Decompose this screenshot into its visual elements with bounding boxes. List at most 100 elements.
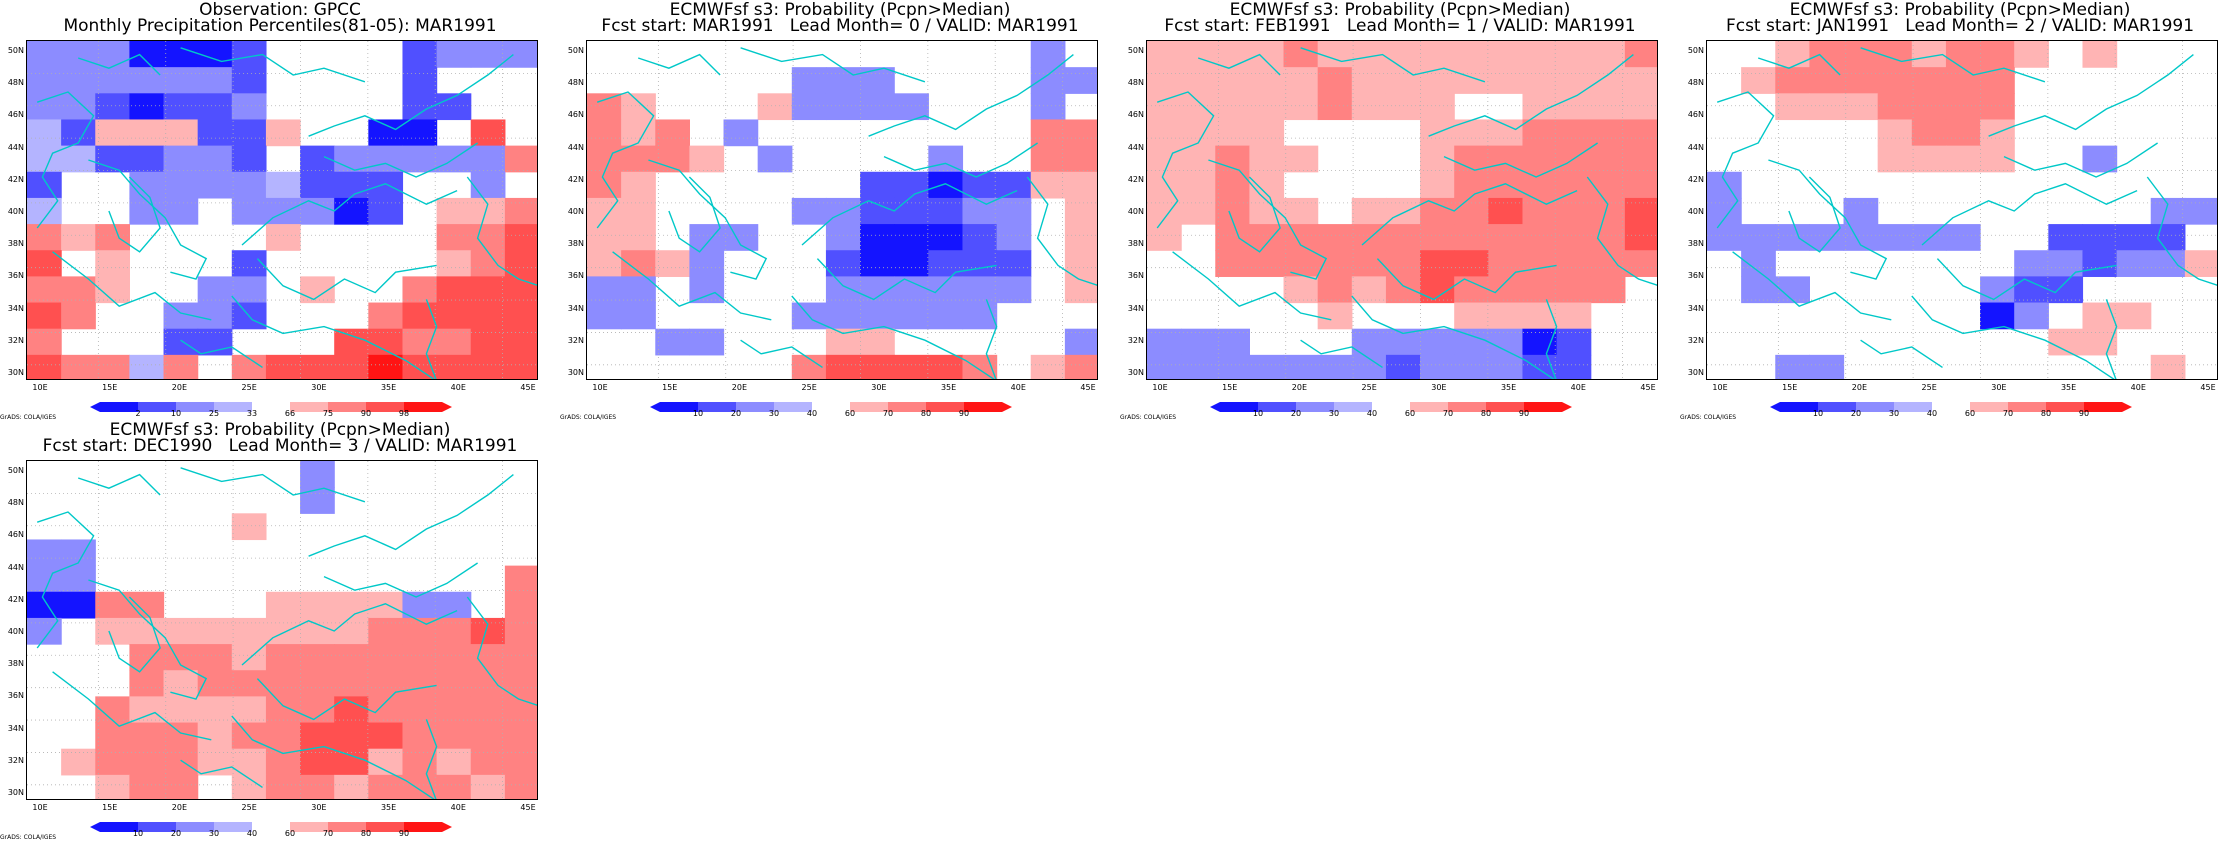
- colorbar-label: 60: [1964, 409, 1976, 418]
- grid-cell: [962, 224, 998, 251]
- grid-cell: [2184, 250, 2217, 277]
- grid-cell: [61, 748, 96, 776]
- grid-cell: [197, 722, 233, 750]
- grid-cell: [860, 302, 895, 330]
- lat-tick-label: 44N: [1127, 142, 1144, 152]
- grid-cell: [2116, 302, 2152, 330]
- grid-cell: [1147, 328, 1182, 356]
- grid-cell: [470, 145, 506, 173]
- grid-cell: [334, 722, 369, 750]
- grid-cell: [1454, 119, 1489, 147]
- colorbar-segment: [176, 822, 214, 832]
- grid-cell: [621, 224, 656, 251]
- grid-cell: [1741, 250, 1776, 277]
- grid-cell: [61, 302, 96, 330]
- grid-cell: [860, 224, 895, 251]
- grid-cell: [402, 67, 438, 94]
- grid-cell: [300, 644, 335, 671]
- colorbar-label: 20: [170, 829, 182, 838]
- grid-cell: [436, 250, 472, 277]
- grads-credit: GrADS: COLA/IGES: [560, 414, 617, 421]
- colorbar-segment: [214, 402, 252, 412]
- lon-tick-label: 40E: [2130, 383, 2146, 392]
- grid-cell: [1283, 224, 1319, 251]
- grid-cell: [2082, 145, 2118, 173]
- grid-cell: [1064, 145, 1097, 173]
- lat-tick-label: 32N: [1687, 335, 1704, 345]
- grid-cell: [402, 145, 438, 173]
- coastline: [2003, 142, 2158, 178]
- grid-cell: [860, 328, 895, 356]
- grid-cell: [436, 748, 472, 776]
- colorbar-label: 66: [284, 409, 296, 418]
- grid-cell: [231, 250, 267, 277]
- grid-cell: [61, 41, 96, 68]
- grid-cell: [1522, 302, 1558, 330]
- colorbar-segment: [404, 402, 442, 412]
- coastline: [1228, 176, 1281, 253]
- coastline: [1376, 258, 1557, 301]
- grid-cell: [163, 774, 199, 799]
- colorbar-label: 30: [768, 409, 780, 418]
- grid-cell: [1249, 41, 1285, 68]
- grid-cell: [436, 276, 472, 304]
- grid-cell: [1707, 224, 1742, 251]
- lat-tick-label: 48N: [567, 78, 584, 88]
- grid-cell: [996, 224, 1032, 251]
- grid-cell: [1283, 250, 1319, 277]
- coastline: [88, 159, 208, 280]
- grid-cell: [470, 171, 506, 199]
- grid-cell: [1590, 250, 1626, 277]
- lat-tick-label: 48N: [1687, 78, 1704, 88]
- lon-tick-label: 35E: [380, 803, 397, 812]
- colorbar-label: 40: [1926, 409, 1938, 418]
- grid-cell: [231, 93, 267, 121]
- grid-cell: [791, 67, 827, 94]
- grads-credit: GrADS: COLA/IGES: [1120, 414, 1177, 421]
- grid-cell: [757, 93, 793, 121]
- grid-cell: [1283, 93, 1319, 121]
- grid-cell: [504, 565, 537, 593]
- grid-cell: [95, 774, 130, 799]
- grid-cell: [504, 748, 537, 776]
- colorbar-arrow-right: [1002, 402, 1012, 412]
- coastline: [256, 258, 437, 301]
- grid-cell: [470, 119, 506, 147]
- lat-tick-label: 32N: [7, 335, 24, 345]
- lat-tick-label: 38N: [1687, 239, 1704, 249]
- grid-cell: [231, 276, 267, 304]
- grid-cell: [197, 145, 233, 173]
- grid-cell: [436, 644, 472, 671]
- grid-cell: [129, 354, 165, 379]
- grid-cell: [1590, 171, 1626, 199]
- grid-cell: [334, 197, 369, 225]
- lat-tick-label: 40N: [1687, 207, 1704, 216]
- grid-cell: [368, 302, 404, 330]
- grid-cell: [1556, 224, 1592, 251]
- grid-cell: [928, 302, 964, 330]
- colorbar-segment: [812, 402, 850, 412]
- grid-cell: [1249, 354, 1285, 379]
- coastline: [466, 176, 537, 286]
- grid-cell: [470, 644, 506, 671]
- grid-cell: [1283, 354, 1319, 379]
- colorbar-segment: [366, 822, 404, 832]
- colorbar-segment: [1524, 402, 1562, 412]
- lat-tick-label: 46N: [1687, 110, 1704, 120]
- colorbar-segment: [138, 822, 176, 832]
- grid-cell: [1181, 145, 1216, 173]
- grid-cell: [163, 696, 199, 724]
- grid-cell: [2116, 224, 2152, 251]
- lon-tick-label: 15E: [1222, 383, 1238, 392]
- lon-tick-label: 10E: [32, 803, 48, 812]
- map-frame: [1706, 40, 2218, 380]
- grid-cell: [436, 224, 472, 251]
- grid-cell: [757, 145, 793, 173]
- colorbar-label: 33: [246, 409, 258, 418]
- grid-cell: [300, 276, 335, 304]
- grid-cell: [470, 41, 506, 68]
- grid-cell: [1590, 41, 1626, 68]
- grid-cell: [1911, 93, 1947, 121]
- grid-cell: [1249, 250, 1285, 277]
- grid-cell: [129, 41, 165, 68]
